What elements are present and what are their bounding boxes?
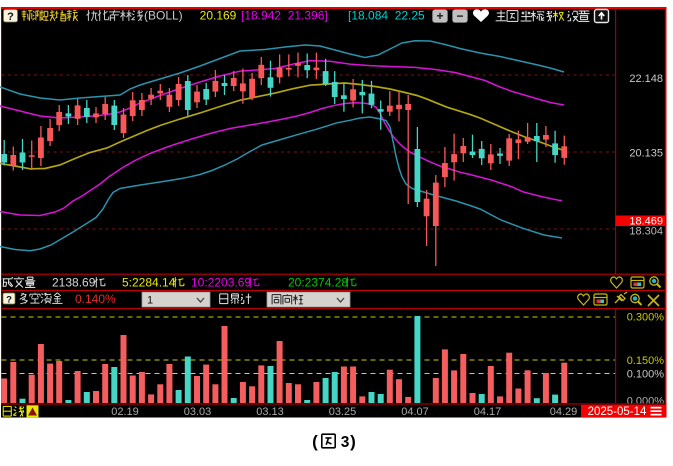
svg-text:[18.942 21.396]: [18.942 21.396] [241, 9, 328, 23]
svg-text:(: ( [312, 432, 318, 451]
svg-text:−: − [456, 9, 463, 23]
svg-text:3: 3 [341, 434, 350, 451]
svg-text:04.07: 04.07 [401, 406, 429, 418]
svg-text:22.148: 22.148 [629, 73, 663, 85]
svg-text:1: 1 [147, 295, 153, 307]
svg-text:02.19: 02.19 [111, 406, 139, 418]
svg-text:20.135: 20.135 [629, 148, 663, 160]
svg-text:18.304: 18.304 [629, 226, 663, 238]
svg-text:20:2374.28: 20:2374.28 [288, 276, 348, 290]
svg-text:0.150%: 0.150% [627, 355, 665, 367]
svg-text:+: + [436, 9, 443, 23]
svg-text:2025-05-14: 2025-05-14 [588, 406, 647, 418]
svg-text:5:2284.14: 5:2284.14 [122, 276, 176, 290]
svg-text:0.300%: 0.300% [627, 312, 665, 324]
svg-text:?: ? [6, 294, 12, 305]
svg-text:0.140%: 0.140% [75, 292, 116, 306]
svg-text:04.17: 04.17 [474, 406, 502, 418]
svg-text:03.13: 03.13 [256, 406, 284, 418]
svg-text:(BOLL): (BOLL) [144, 9, 183, 23]
svg-text:10:2203.69: 10:2203.69 [191, 276, 251, 290]
svg-text:18.469: 18.469 [629, 216, 663, 228]
svg-text:0.100%: 0.100% [627, 369, 665, 381]
svg-text:20.169: 20.169 [200, 9, 237, 23]
svg-text:[18.084 22.25: [18.084 22.25 [348, 9, 425, 23]
svg-text:03.25: 03.25 [329, 406, 357, 418]
svg-text:03.03: 03.03 [184, 406, 212, 418]
svg-text:): ) [350, 432, 356, 451]
svg-text:2138.69: 2138.69 [52, 276, 96, 290]
svg-text:?: ? [7, 11, 14, 23]
svg-text:04.29: 04.29 [550, 406, 578, 418]
